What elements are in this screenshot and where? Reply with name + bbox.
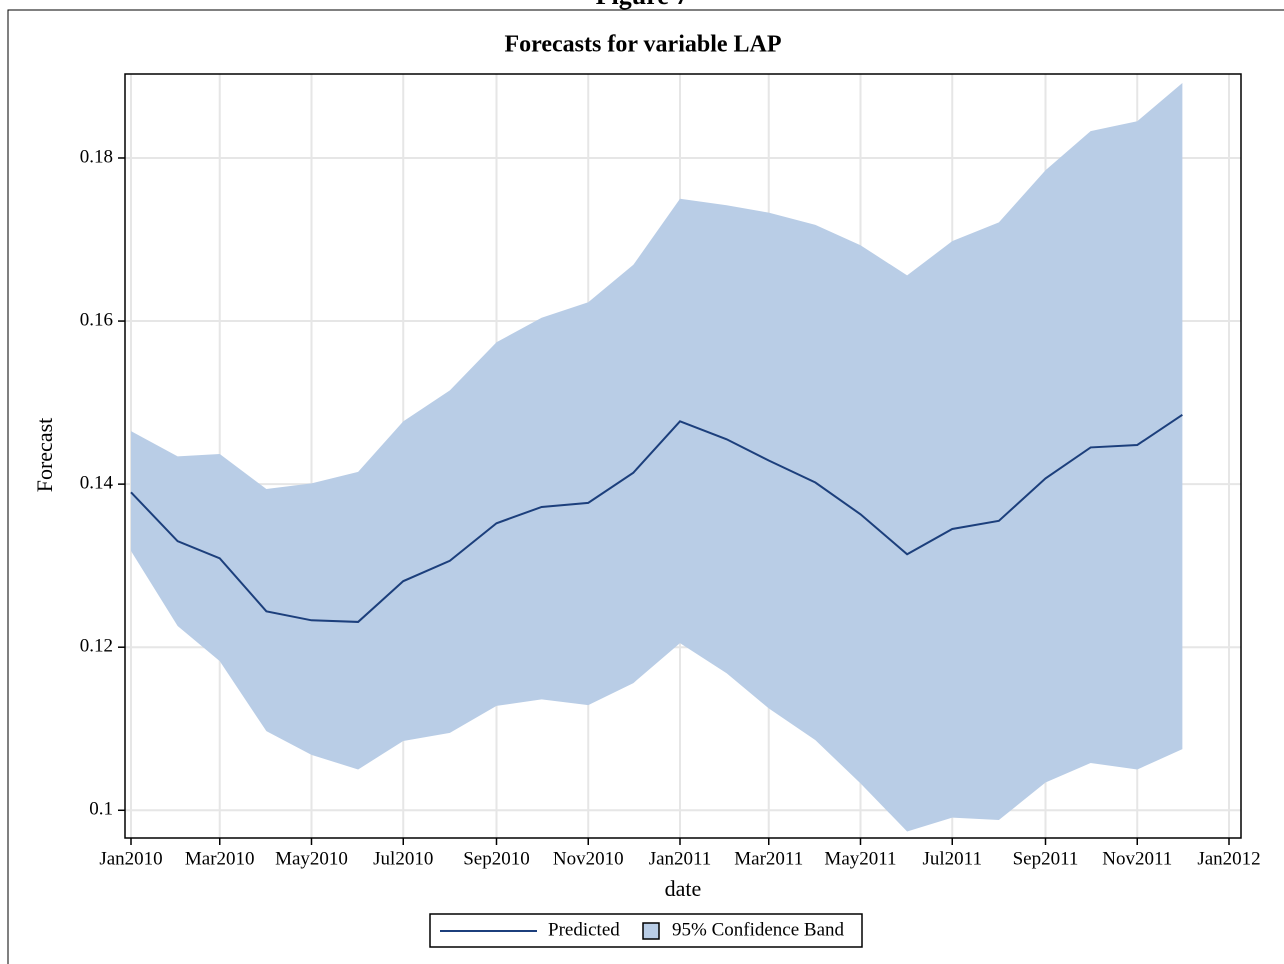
y-tick-label: 0.1 — [89, 799, 113, 820]
x-tick-label: May2010 — [275, 848, 348, 869]
y-axis-label: Forecast — [32, 418, 57, 493]
predicted-line — [130, 413, 1183, 623]
legend-swatch — [642, 922, 660, 940]
x-tick-label: Sep2010 — [463, 848, 530, 869]
x-tick-label: May2011 — [824, 848, 896, 869]
legend-label: Predicted — [548, 919, 620, 940]
x-tick-label: Jul2011 — [923, 848, 982, 869]
x-tick-label: Sep2011 — [1013, 848, 1079, 869]
x-tick-label: Jan2012 — [1197, 848, 1260, 869]
x-axis-label: date — [665, 876, 702, 901]
page-frame — [7, 9, 1284, 964]
y-tick-label: 0.14 — [80, 472, 114, 493]
x-tick-label: Nov2010 — [553, 848, 624, 869]
figure-label: Figure 7 — [596, 0, 689, 10]
x-tick-label: Mar2010 — [185, 848, 255, 869]
legend-label: 95% Confidence Band — [672, 919, 845, 940]
x-tick-label: Jul2010 — [373, 848, 433, 869]
y-tick-label: 0.18 — [80, 146, 113, 167]
confidence-band — [131, 82, 1183, 832]
y-tick-label: 0.16 — [80, 309, 113, 330]
plot-frame — [124, 73, 1242, 839]
x-tick-label: Jan2010 — [99, 848, 162, 869]
y-tick-label: 0.12 — [80, 636, 113, 657]
x-tick-label: Nov2011 — [1102, 848, 1172, 869]
x-tick-label: Mar2011 — [734, 848, 803, 869]
legend: Predicted 95% Confidence Band — [429, 913, 863, 948]
chart-title: Forecasts for variable LAP — [504, 32, 781, 58]
x-tick-label: Jan2011 — [649, 848, 712, 869]
